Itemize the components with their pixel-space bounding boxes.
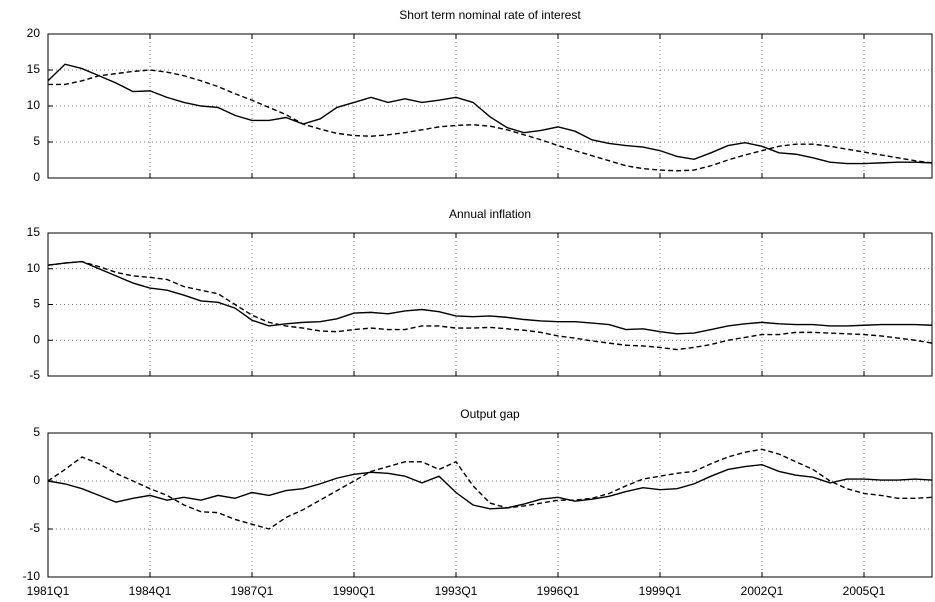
y-tick-label: 0 <box>33 170 40 184</box>
y-tick-label: 20 <box>27 26 41 40</box>
x-tick-label: 1993Q1 <box>435 584 478 598</box>
y-tick-label: -10 <box>23 569 41 583</box>
plot-frame <box>47 432 933 578</box>
x-tick-label: 1999Q1 <box>639 584 682 598</box>
x-tick-label: 1984Q1 <box>129 584 172 598</box>
y-tick-label: 15 <box>27 62 41 76</box>
y-tick-label: 10 <box>27 261 41 275</box>
panel-title: Output gap <box>460 407 520 421</box>
y-tick-label: -5 <box>29 368 40 382</box>
series-line <box>47 448 933 530</box>
plot-frame <box>47 232 933 377</box>
y-tick-label: 0 <box>33 473 40 487</box>
series-line <box>47 260 933 335</box>
series-line <box>47 63 933 165</box>
y-tick-label: 0 <box>33 332 40 346</box>
y-tick-label: -5 <box>29 521 40 535</box>
x-tick-label: 1996Q1 <box>537 584 580 598</box>
series-line <box>48 69 933 172</box>
y-tick-label: 15 <box>27 225 41 239</box>
x-tick-label: 1990Q1 <box>333 584 376 598</box>
series-line <box>47 463 933 510</box>
y-tick-label: 5 <box>33 134 40 148</box>
plot-frame <box>47 33 933 179</box>
y-tick-label: 10 <box>27 98 41 112</box>
y-tick-label: 5 <box>33 425 40 439</box>
series-line <box>47 260 933 351</box>
x-tick-label: 1981Q1 <box>27 584 70 598</box>
x-tick-label: 1987Q1 <box>231 584 274 598</box>
x-tick-label: 2002Q1 <box>741 584 784 598</box>
panel-title: Short term nominal rate of interest <box>399 8 581 22</box>
y-tick-label: 5 <box>33 297 40 311</box>
x-tick-label: 2005Q1 <box>843 584 886 598</box>
panel-title: Annual inflation <box>449 207 531 221</box>
